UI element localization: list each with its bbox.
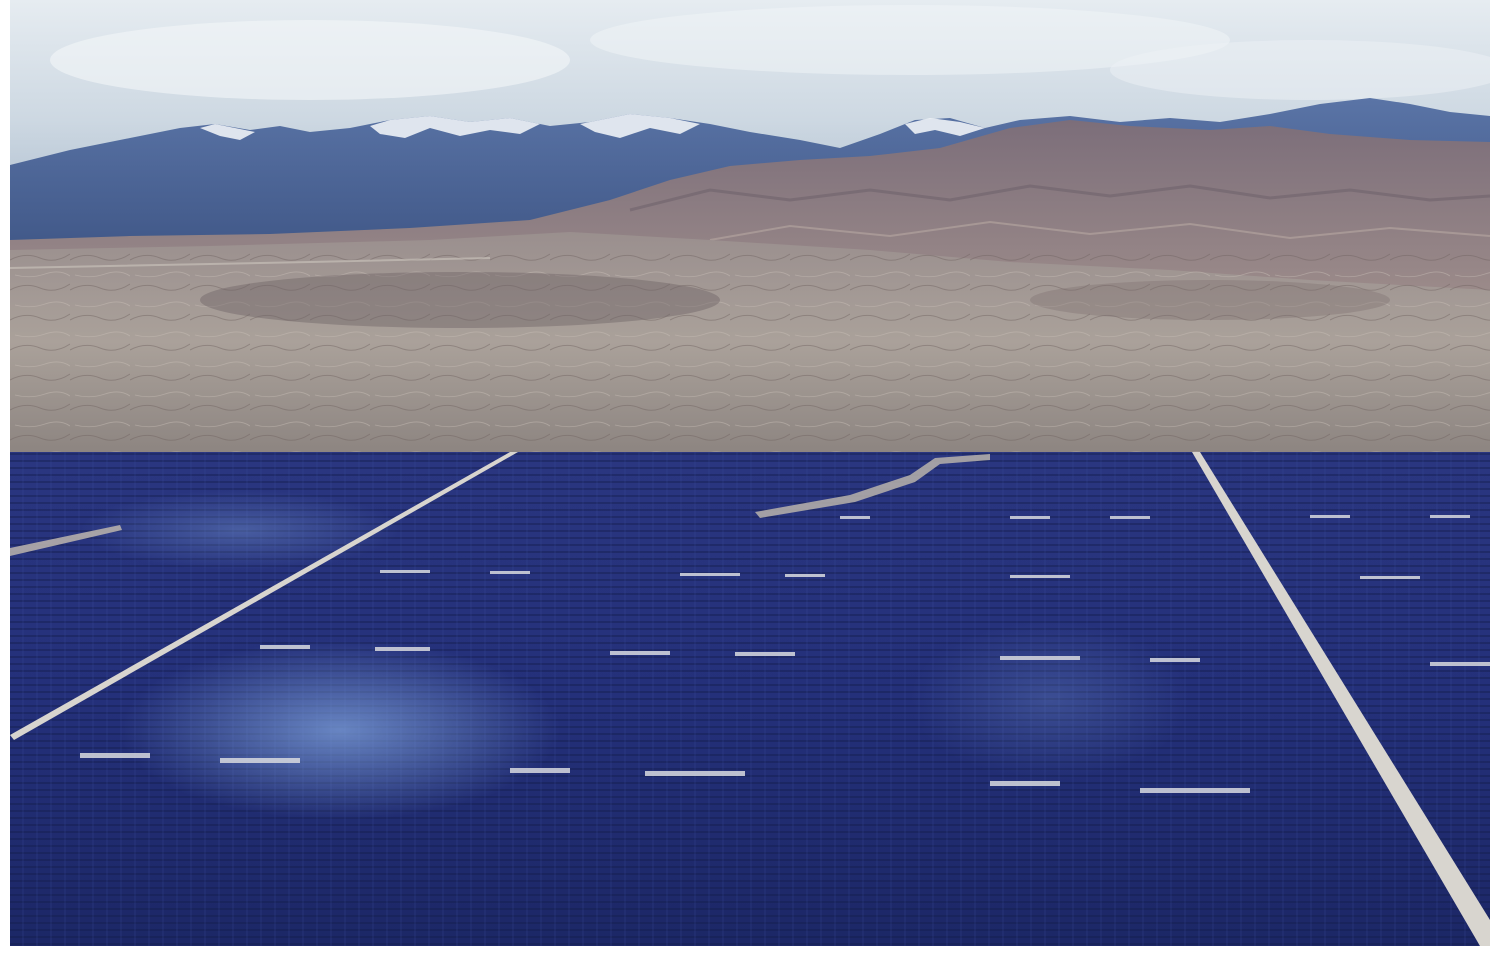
access-road-left — [10, 452, 518, 740]
panel-row-gaps — [80, 515, 1490, 793]
snow-caps — [200, 114, 985, 140]
access-road-right — [1192, 452, 1490, 946]
access-road-diagonal — [755, 454, 990, 518]
landscape-photo — [10, 0, 1490, 946]
